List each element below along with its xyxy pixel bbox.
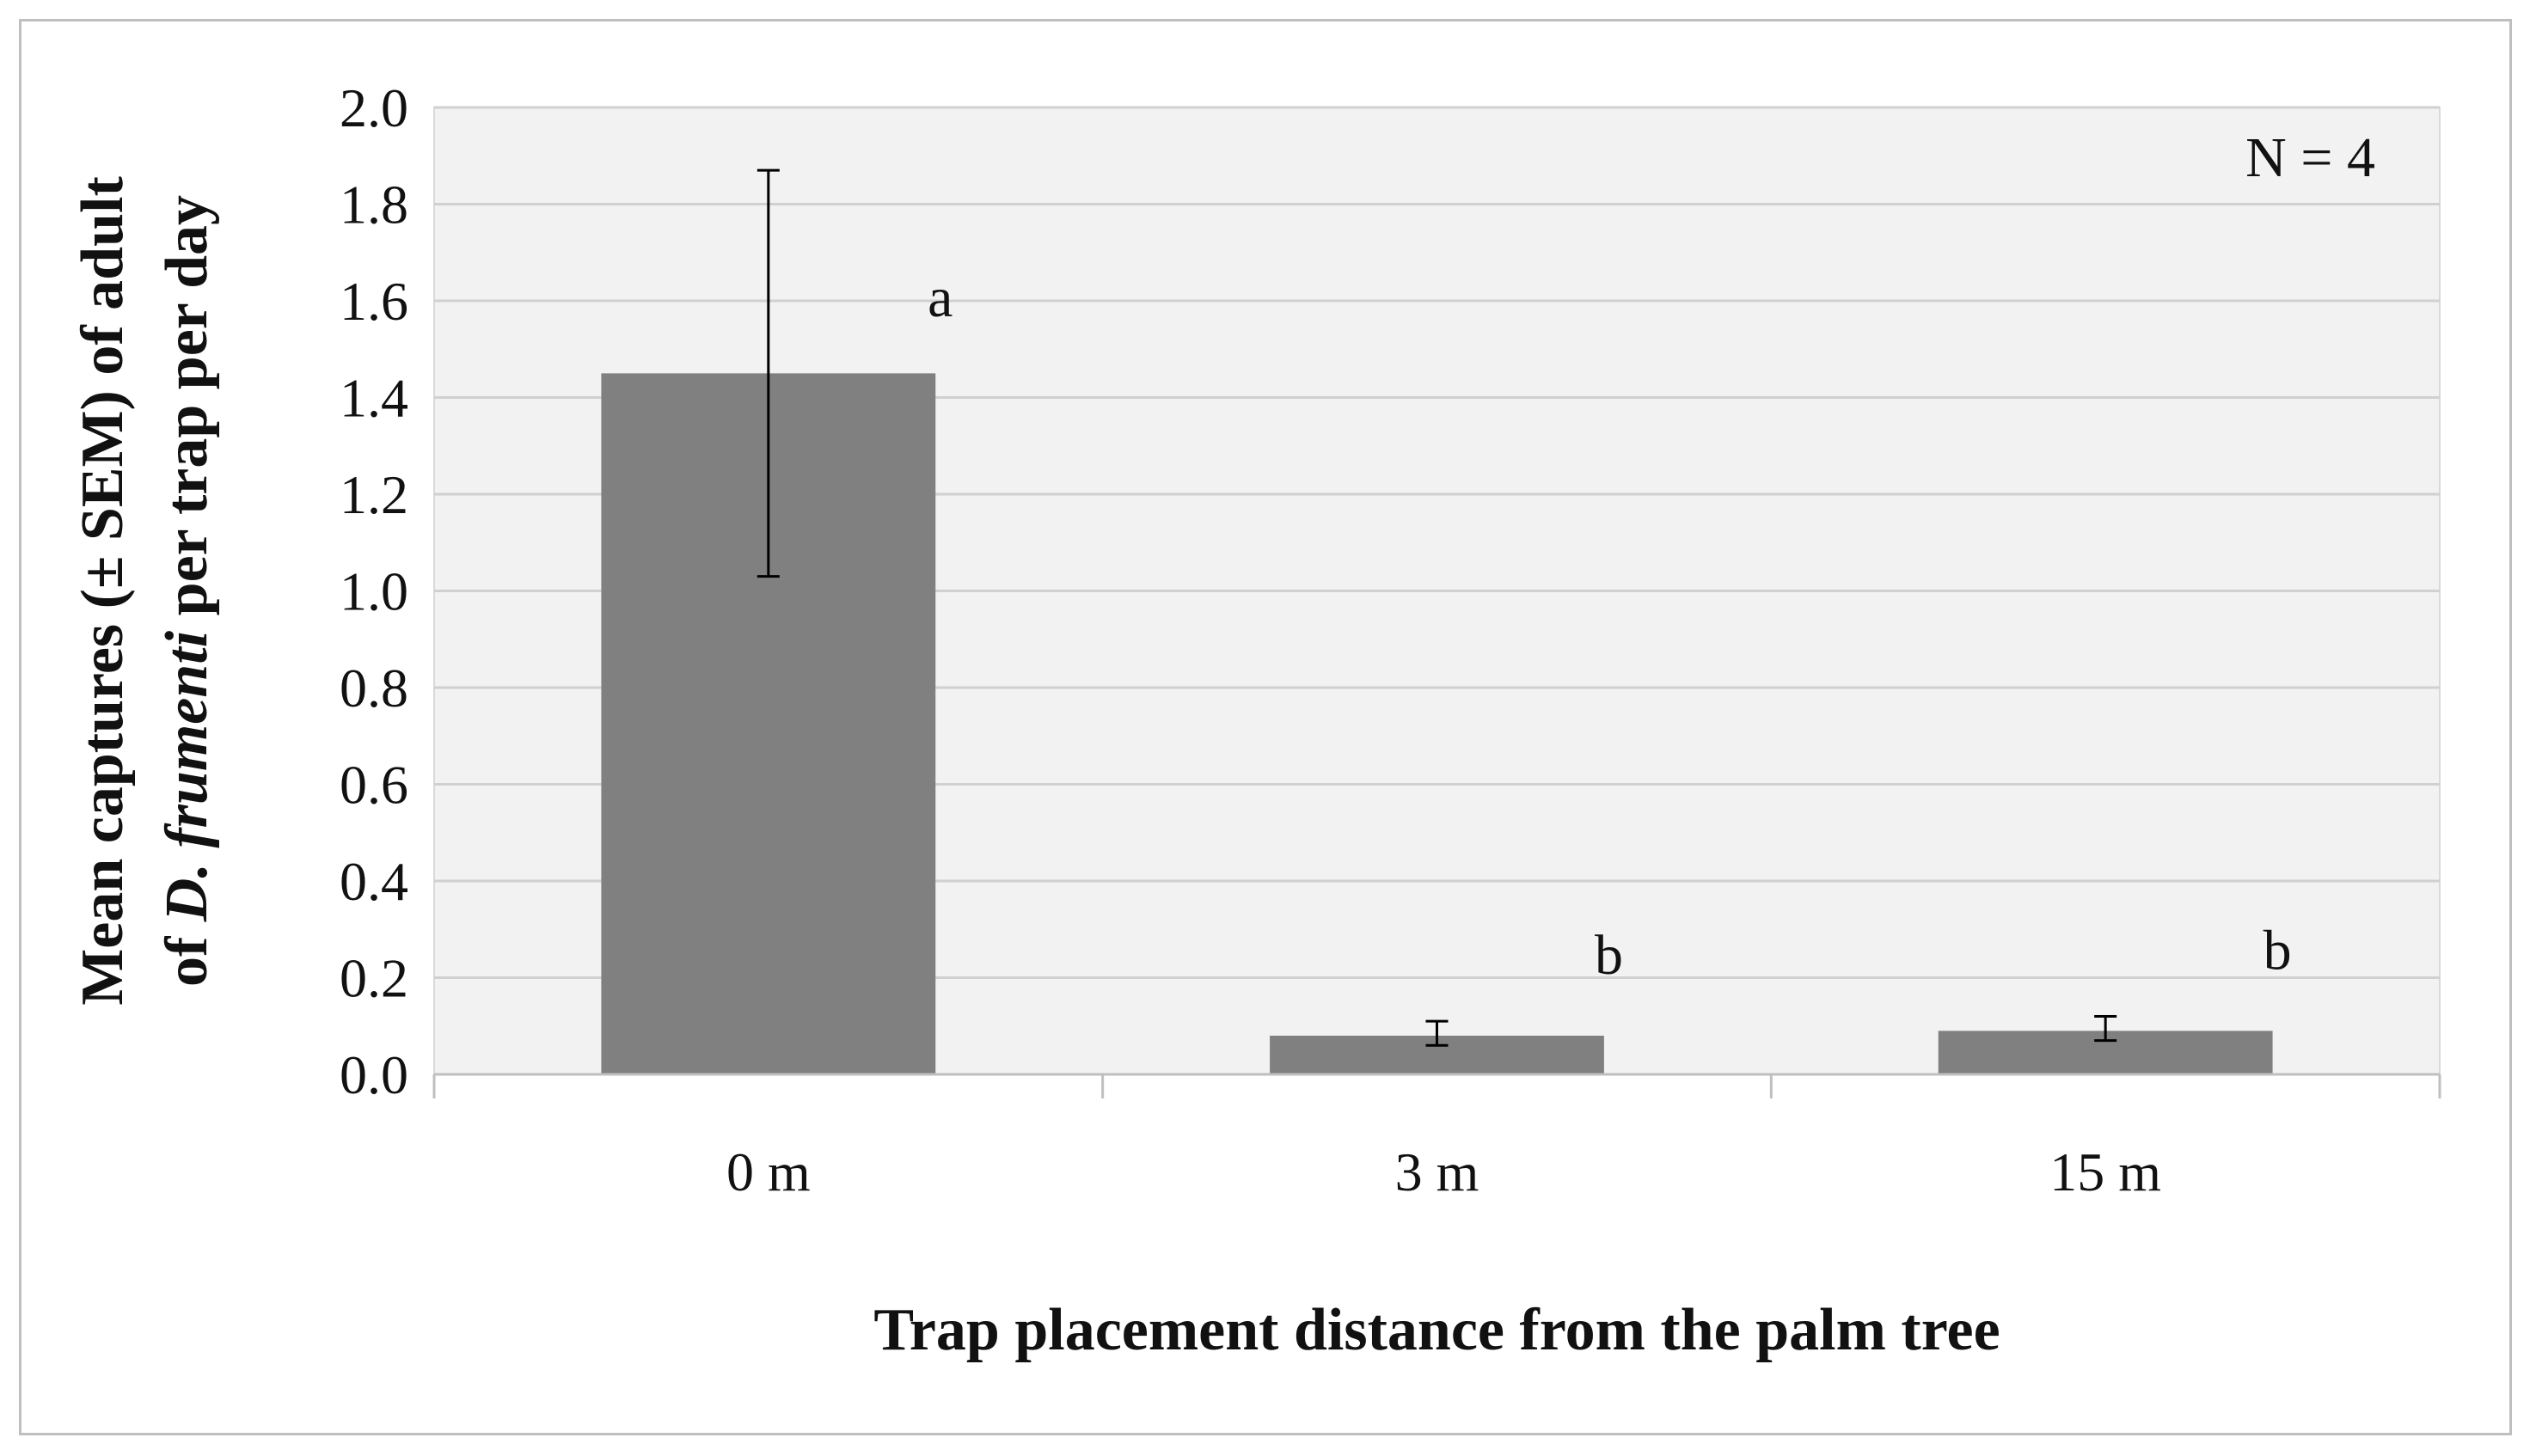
x-axis-title: Trap placement distance from the palm tr… bbox=[873, 1297, 2000, 1363]
x-axis: 0 m 3 m 15 m bbox=[432, 1073, 2441, 1202]
y-tick-label: 0.4 bbox=[340, 851, 408, 912]
x-tick-label: 3 m bbox=[1395, 1141, 1479, 1202]
significance-letter: a bbox=[928, 266, 953, 329]
significance-letters: a b b bbox=[928, 266, 2291, 987]
significance-letter: b bbox=[2263, 920, 2292, 982]
x-tick-label: 15 m bbox=[2049, 1141, 2161, 1202]
y-tick-label: 1.8 bbox=[340, 174, 408, 236]
y-tick-label: 2.0 bbox=[340, 77, 408, 138]
y-tick-label: 0.2 bbox=[340, 948, 408, 1009]
y-tick-label: 0.6 bbox=[340, 755, 408, 816]
y-tick-label: 1.4 bbox=[340, 368, 408, 429]
y-axis-title-prefix: of bbox=[154, 921, 220, 987]
significance-letter: b bbox=[1595, 924, 1623, 987]
y-axis-title-line1: Mean captures (± SEM) of adult bbox=[70, 176, 136, 1006]
sample-size-annotation: N = 4 bbox=[2245, 126, 2375, 189]
error-bars bbox=[757, 168, 2117, 1047]
y-tick-label: 0.0 bbox=[340, 1044, 408, 1105]
y-axis-title-suffix: per trap per day bbox=[154, 195, 220, 631]
y-tick-label: 1.2 bbox=[340, 464, 408, 525]
y-axis-title-line2: of D. frumenti per trap per day bbox=[154, 195, 220, 987]
y-axis-title-species: D. frumenti bbox=[154, 630, 220, 922]
y-tick-label: 1.6 bbox=[340, 271, 408, 332]
y-axis-title: Mean captures (± SEM) of adult of D. fru… bbox=[70, 176, 220, 1006]
y-tick-label: 1.0 bbox=[340, 561, 408, 622]
x-tick-label: 0 m bbox=[726, 1141, 811, 1202]
y-axis-ticks: 0.0 0.2 0.4 0.6 0.8 1.0 1.2 1.4 1.6 1.8 2.0 bbox=[340, 77, 408, 1105]
y-tick-label: 0.8 bbox=[340, 658, 408, 719]
